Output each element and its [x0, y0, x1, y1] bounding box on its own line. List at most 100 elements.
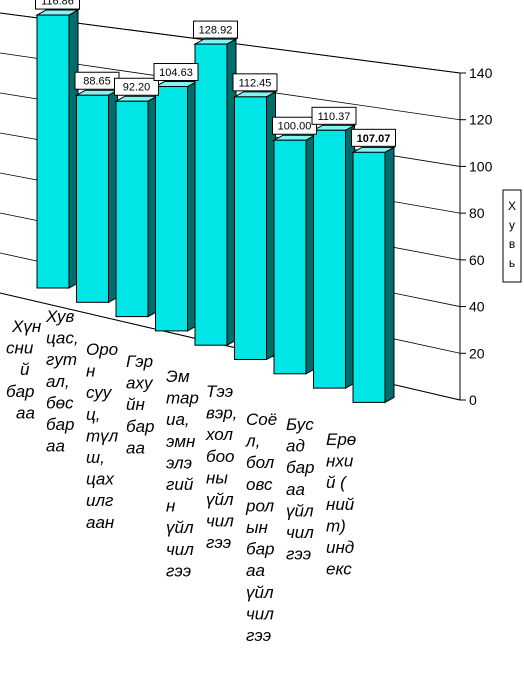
category-label-line: сни — [6, 339, 34, 358]
bar — [272, 134, 317, 375]
category-label-line: тар — [166, 389, 199, 408]
bar — [311, 124, 357, 389]
data-label: 112.45 — [232, 73, 278, 92]
data-label-box — [193, 20, 238, 39]
category-label-line: чил — [206, 512, 234, 531]
bar — [193, 38, 238, 347]
category-label-line: ны — [206, 468, 228, 487]
bar-front — [273, 139, 307, 375]
data-label-box — [232, 73, 278, 92]
bar-front — [352, 151, 386, 403]
tick-label: 140 — [469, 65, 493, 81]
data-label-box — [311, 106, 357, 125]
category-label-line: цах — [86, 470, 114, 489]
category-label-line: аа — [126, 438, 145, 457]
category-label: Ерө нхи й (ний т) инд екс — [326, 430, 356, 579]
category-label-line: ний — [326, 495, 355, 514]
category-label-line: бар — [286, 458, 314, 477]
data-label-text: 88.65 — [83, 76, 111, 88]
bar — [232, 90, 278, 361]
category-label-line: ад — [286, 437, 305, 456]
category-label-line: н — [86, 362, 96, 381]
category-label-line: Хүн — [11, 317, 42, 336]
data-label-box — [351, 128, 396, 147]
category-label-line: Соё — [246, 410, 277, 429]
category-label-line: рол — [245, 496, 275, 515]
data-label-box — [114, 77, 159, 96]
category-label-line: гээ — [206, 533, 231, 552]
category-label-line: гут — [46, 350, 77, 369]
category-label-line: аа — [246, 561, 265, 580]
category-label: Соё л, бол овс рол ын бар аа үйл чил гээ — [245, 410, 277, 645]
category-label: Эм тар иа, эмн элэ гий н үйл чил гээ — [166, 367, 199, 580]
category-label-line: гээ — [246, 626, 271, 645]
data-label-text: 107.07 — [357, 133, 391, 145]
category-label-line: ц, — [86, 405, 100, 424]
category-label-line: Гэр — [126, 352, 153, 371]
axis-title-letter: Х — [508, 199, 516, 213]
category-label-line: л, — [245, 432, 260, 451]
data-label: 104.63 — [153, 63, 199, 82]
bars — [35, 9, 396, 404]
category-label-line: гий — [166, 475, 194, 494]
category-label-line: цас, — [46, 329, 79, 348]
data-label: 88.65 — [74, 71, 120, 90]
tick-label: 0 — [469, 392, 477, 408]
data-label: 107.07 — [351, 128, 396, 147]
data-label-box — [35, 0, 80, 10]
bar — [153, 80, 199, 332]
axis-title-letter: у — [509, 218, 515, 232]
category-label-line: үйл — [166, 518, 194, 537]
category-label-line: иа, — [166, 410, 190, 429]
bar-side — [384, 146, 395, 404]
axis-title-letter: ь — [509, 256, 515, 270]
data-label: 110.37 — [311, 106, 357, 125]
category-label-line: гээ — [286, 545, 311, 564]
category-label-line: екс — [326, 560, 352, 579]
bar-front — [194, 43, 228, 346]
data-label-text: 92.20 — [123, 82, 151, 94]
category-label-line: чил — [166, 540, 194, 559]
data-label-text: 104.63 — [159, 67, 193, 79]
category-label-line: аан — [86, 513, 115, 532]
bar-front — [313, 129, 346, 389]
data-label: 116.86 — [35, 0, 80, 10]
data-label-box — [272, 116, 317, 135]
category-label: Гэр аху йн бар аа — [126, 352, 154, 457]
category-label-line: аху — [126, 374, 154, 393]
tick-label: 60 — [469, 252, 485, 268]
category-label-line: Ерө — [326, 430, 356, 449]
category-label-line: бар — [246, 540, 274, 559]
data-label: 100.00 — [272, 116, 317, 135]
bar-front — [76, 94, 109, 303]
bar — [74, 89, 120, 304]
category-label-line: Тээ — [206, 382, 233, 401]
category-label-line: чил — [286, 523, 314, 542]
category-label-line: бар — [46, 415, 74, 434]
category-label-line: илг — [86, 491, 113, 510]
category-label: Бус ад бар аа үйл чил гээ — [286, 415, 314, 564]
category-label-line: үйл — [206, 490, 234, 509]
category-label-line: боо — [206, 447, 234, 466]
category-label-line: бар — [6, 382, 34, 401]
bar-front — [115, 100, 149, 318]
data-label-text: 128.92 — [199, 25, 233, 37]
category-label-line: ал, — [46, 372, 70, 391]
category-label-line: Эм — [166, 367, 190, 386]
category-label-line: хол — [205, 425, 233, 444]
category-label-line: элэ — [166, 453, 192, 472]
category-label-line: т) — [326, 516, 346, 535]
category-label-line: ш, — [86, 448, 105, 467]
category-label-line: Хув — [45, 307, 74, 326]
category-label-line: чил — [246, 604, 274, 623]
category-label-line: нхи — [326, 452, 354, 471]
category-label-line: инд — [326, 538, 354, 557]
bar-front — [234, 96, 267, 360]
tick-label: 80 — [469, 205, 485, 221]
tick-label: 100 — [469, 158, 493, 174]
data-label-text: 112.45 — [239, 77, 272, 89]
tick-label: 20 — [469, 345, 485, 361]
